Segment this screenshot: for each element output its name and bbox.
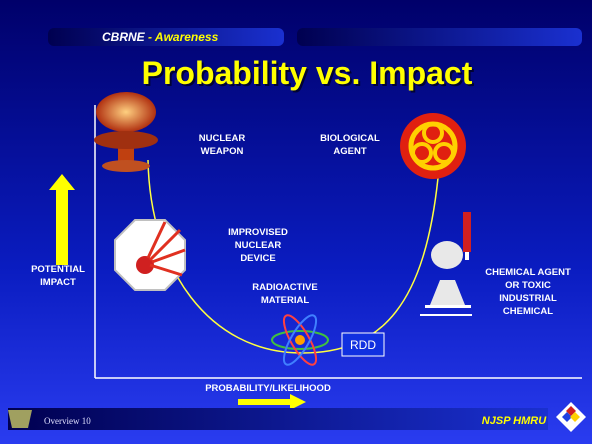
title: Probability vs. Impact (142, 55, 473, 91)
label-line: IMPACT (40, 277, 76, 288)
label-line: RADIOACTIVE (252, 282, 317, 293)
label-line: CHEMICAL AGENT (485, 267, 571, 278)
footer-right: NJSP HMRU (482, 415, 547, 427)
header-subtitle: - Awareness (148, 30, 219, 44)
label-line: AGENT (333, 146, 366, 157)
biohazard-icon (400, 113, 466, 179)
x-axis-label: PROBABILITY/LIKELIHOOD (205, 383, 331, 394)
slide: CBRNE - Awareness Probability vs. Impact… (0, 0, 592, 444)
rdd-label: RDD (350, 338, 376, 352)
label-line: OR TOXIC (505, 280, 551, 291)
label-line: POTENTIAL (31, 264, 85, 275)
ind-icon (115, 220, 185, 290)
label-line: IMPROVISED (228, 227, 288, 238)
header-brand: CBRNE (102, 30, 146, 44)
label-line: NUCLEAR (235, 240, 282, 251)
label-line: MATERIAL (261, 295, 310, 306)
label-line: CHEMICAL (503, 306, 553, 317)
label-line: NUCLEAR (199, 133, 246, 144)
label-line: BIOLOGICAL (320, 133, 380, 144)
label-line: WEAPON (201, 146, 244, 157)
footer-left: Overview 10 (44, 416, 91, 426)
header-bar (297, 28, 582, 46)
header-text: CBRNE - Awareness (102, 30, 219, 44)
label-line: INDUSTRIAL (499, 293, 557, 304)
footer-logo (8, 410, 32, 428)
label-line: DEVICE (240, 253, 275, 264)
